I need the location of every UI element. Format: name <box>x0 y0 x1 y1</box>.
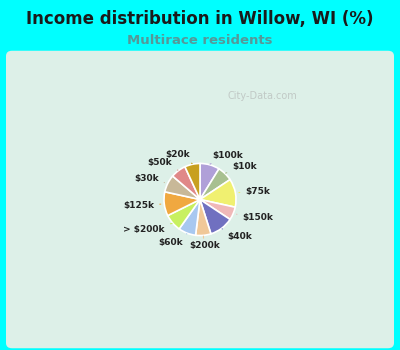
Wedge shape <box>200 199 235 219</box>
Wedge shape <box>179 199 200 235</box>
Text: $100k: $100k <box>210 150 243 164</box>
Text: $75k: $75k <box>239 187 270 196</box>
Wedge shape <box>200 180 236 207</box>
Text: $40k: $40k <box>222 229 252 241</box>
Text: $60k: $60k <box>159 234 187 247</box>
Wedge shape <box>165 176 200 200</box>
Text: Multirace residents: Multirace residents <box>127 34 273 47</box>
Wedge shape <box>164 192 200 216</box>
Text: $125k: $125k <box>123 201 161 210</box>
Text: $30k: $30k <box>134 174 164 183</box>
Wedge shape <box>173 167 200 200</box>
Text: City-Data.com: City-Data.com <box>228 91 298 101</box>
Text: Income distribution in Willow, WI (%): Income distribution in Willow, WI (%) <box>26 10 374 28</box>
Text: $200k: $200k <box>189 236 220 250</box>
Text: $20k: $20k <box>166 150 192 163</box>
Text: $50k: $50k <box>148 158 178 170</box>
Wedge shape <box>200 169 230 199</box>
Wedge shape <box>168 199 200 229</box>
Wedge shape <box>200 163 219 200</box>
Wedge shape <box>185 163 200 200</box>
Text: $150k: $150k <box>236 213 273 222</box>
Wedge shape <box>196 199 211 236</box>
Text: $10k: $10k <box>226 162 257 173</box>
Wedge shape <box>200 199 230 234</box>
Text: > $200k: > $200k <box>124 223 172 234</box>
